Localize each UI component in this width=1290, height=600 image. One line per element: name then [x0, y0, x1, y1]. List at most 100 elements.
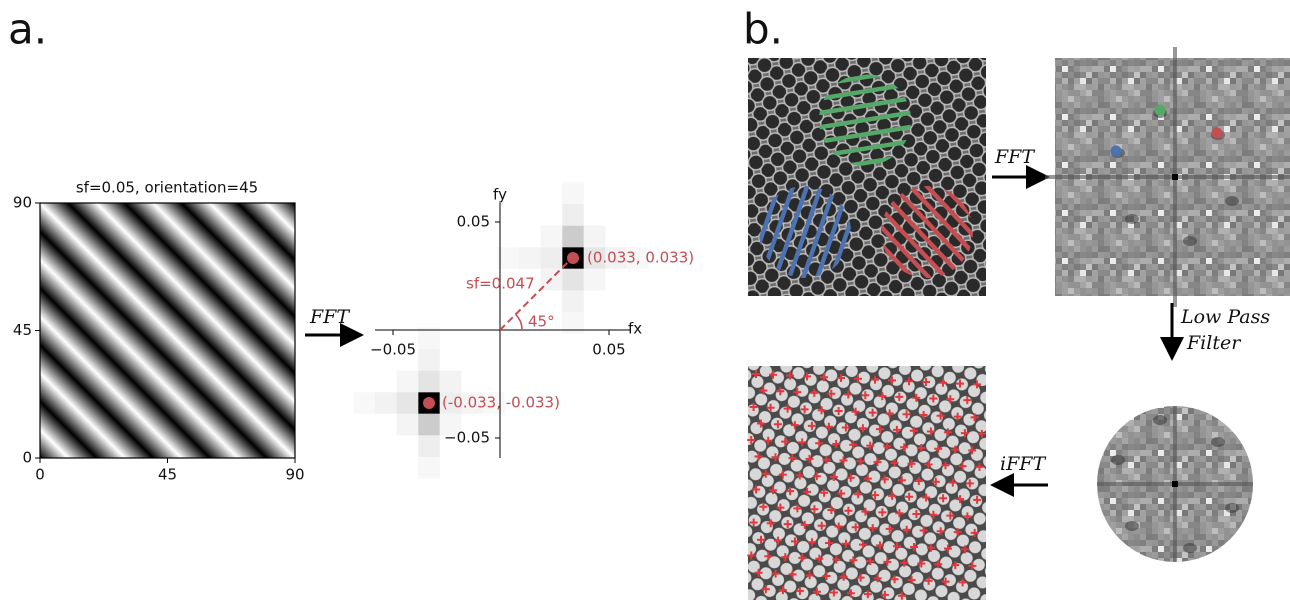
lattice-marker: [924, 460, 933, 469]
arrow-label: FFT: [994, 146, 1035, 168]
lattice-marker: [825, 539, 833, 547]
lattice-marker: [897, 476, 906, 485]
lattice-marker: [876, 541, 884, 550]
lattice-marker: [810, 505, 819, 514]
sf-line: [499, 257, 573, 331]
grating-ticks: 0 45 90 0 45 90: [13, 194, 305, 484]
spectrum-cell: [396, 392, 419, 414]
lattice-marker: [781, 553, 790, 562]
lattice-marker: [922, 378, 930, 386]
lattice-marker: [851, 407, 860, 416]
lattice-marker: [975, 462, 984, 471]
lattice-marker: [793, 504, 802, 513]
tick-label: 45: [158, 466, 177, 484]
lattice-marker: [764, 552, 773, 561]
spectrum-cell: [396, 413, 419, 436]
lattice-marker: [951, 561, 960, 570]
lattice-marker: [863, 474, 872, 483]
lattice-marker: [878, 508, 887, 517]
spectrum-cell: [418, 349, 440, 371]
arrow-label: FFT: [309, 306, 350, 328]
lattice-marker: [827, 506, 836, 514]
spectrum-cell: [418, 457, 440, 479]
lattice-marker: [805, 571, 814, 580]
lattice-marker: [812, 472, 821, 481]
panel-label: b.: [743, 5, 783, 54]
lattice-marker: [761, 585, 770, 594]
angle-label: 45°: [528, 313, 555, 331]
filter-label: Filter: [1186, 332, 1242, 354]
stripe: [881, 197, 925, 278]
lattice-marker: [776, 503, 785, 512]
lattice-marker: [795, 586, 804, 595]
spectrum-cell: [439, 413, 462, 436]
lattice-marker: [812, 587, 821, 596]
stripe: [881, 191, 953, 278]
spectrum-cell: [540, 247, 563, 269]
lattice-marker: [800, 405, 809, 414]
lattice-marker: [973, 380, 981, 389]
lattice-marker: [783, 404, 792, 413]
spectrum-cell: [396, 370, 419, 393]
lattice-marker: [893, 542, 901, 551]
lattice-marker: [837, 374, 845, 382]
lattice-marker: [766, 519, 775, 528]
lattice-marker: [900, 558, 909, 567]
lattice-marker: [815, 554, 824, 563]
plot-title: sf=0.05, orientation=45: [76, 179, 258, 197]
lattice-marker: [919, 411, 928, 419]
filter-label: Low Pass: [1180, 306, 1270, 328]
lattice-marker: [888, 491, 897, 500]
lattice-marker: [961, 545, 969, 554]
lattice-marker: [953, 412, 962, 421]
lattice-marker: [839, 572, 848, 581]
filtered-fft: [1097, 406, 1253, 562]
lattice-marker: [927, 543, 935, 552]
lattice-marker: [800, 520, 809, 529]
lattice-marker: [868, 408, 877, 417]
lattice-marker: [968, 561, 977, 570]
angle-arc: [515, 313, 523, 331]
lattice-marker: [970, 528, 979, 537]
fft-center: [1172, 174, 1178, 180]
lattice-marker: [798, 553, 807, 562]
tick-label: 90: [13, 194, 32, 212]
lattice-marker: [977, 429, 986, 438]
lattice-markers: [747, 370, 986, 600]
spectrum-cell: [562, 204, 584, 226]
lattice-marker: [895, 392, 904, 401]
lattice-marker: [803, 487, 812, 496]
lattice-marker: [934, 444, 943, 453]
lattice-marker: [890, 458, 899, 467]
lattice-marker: [839, 456, 848, 465]
spectrum-cell: [562, 182, 584, 204]
fft-peak: [1211, 127, 1223, 139]
lattice-marker: [859, 540, 867, 549]
lattice-marker: [771, 453, 780, 462]
lattice-marker: [749, 518, 758, 527]
lattice-marker: [756, 419, 765, 428]
lattice-marker: [926, 427, 935, 436]
lattice-marker: [778, 586, 787, 595]
lattice-marker: [774, 536, 782, 545]
spectrum-cell: [562, 312, 584, 334]
lattice-marker: [769, 370, 777, 379]
lattice-marker: [844, 506, 853, 515]
lattice-marker: [808, 538, 816, 547]
filtered-features: [1097, 406, 1253, 562]
stripe: [881, 194, 939, 278]
lattice-marker: [854, 490, 863, 499]
lattice-marker: [832, 555, 841, 564]
lattice-marker: [902, 525, 911, 534]
lattice-marker: [973, 495, 982, 504]
lattice-marker: [851, 523, 860, 532]
lattice-marker: [922, 493, 931, 502]
spectrum-cell: [583, 268, 606, 291]
lattice-marker: [773, 420, 782, 429]
lattice-marker: [917, 444, 926, 452]
fft-center: [1172, 481, 1178, 487]
lattice-marker: [946, 511, 955, 520]
stripe: [819, 95, 911, 117]
lattice-marker: [817, 406, 826, 415]
tick-label: 0.05: [457, 213, 490, 231]
